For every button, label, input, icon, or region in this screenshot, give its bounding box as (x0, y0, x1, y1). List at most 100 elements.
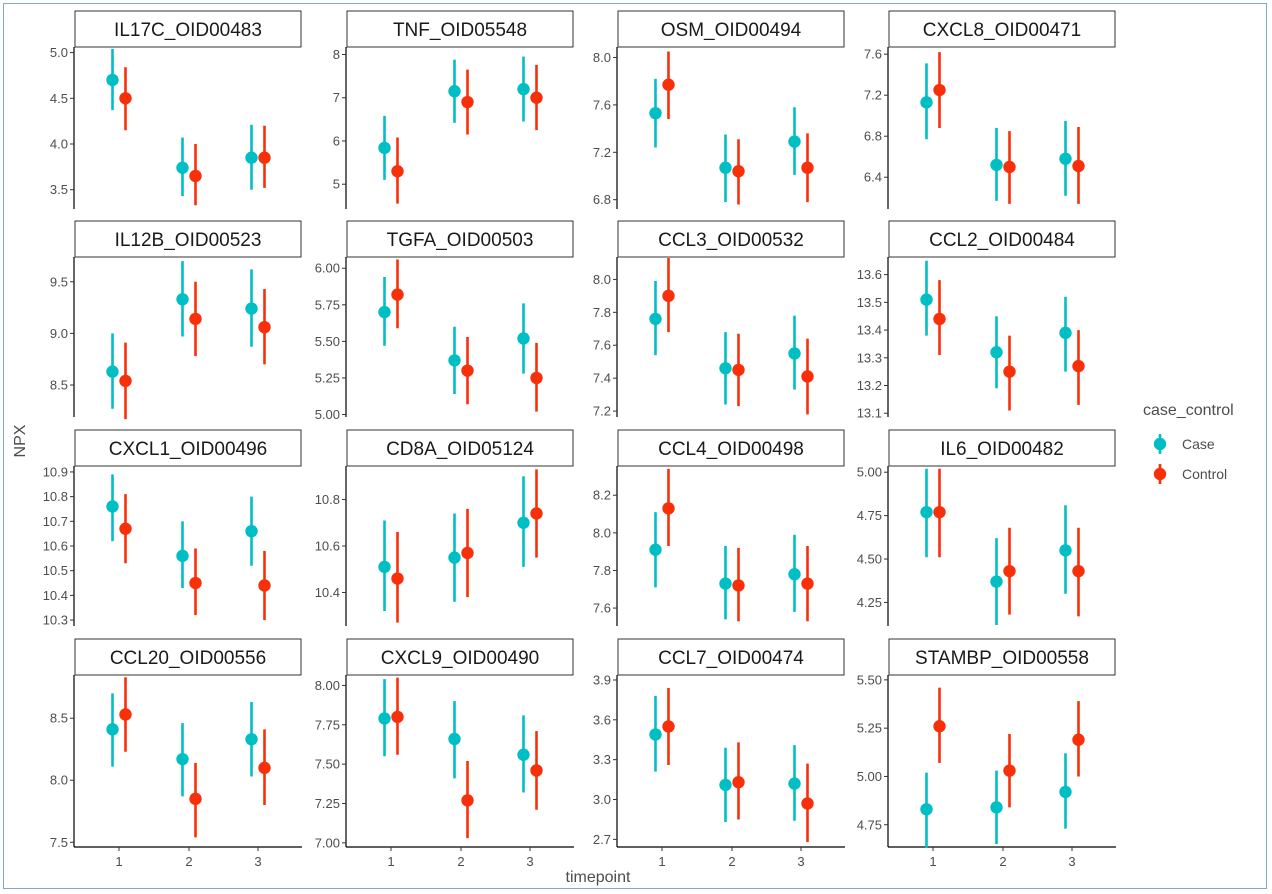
panel-9-case-point (106, 500, 119, 513)
panel-3-case-point (788, 135, 801, 148)
panel-1-control-point (189, 169, 202, 183)
panel-16-ytick-label: 5.00 (857, 769, 882, 784)
panel-10-case-point (517, 516, 530, 529)
panel-1-ytick-label: 4.0 (50, 137, 68, 152)
panel-11-case-point (788, 568, 801, 581)
legend-label-case: Case (1182, 436, 1215, 452)
panel-6-case-point (448, 354, 461, 367)
panel-15-xtick-label: 1 (658, 854, 665, 869)
panel-1-strip-title: IL17C_OID00483 (114, 20, 262, 41)
panel-2-case-point (378, 141, 391, 155)
panel-6-control-point (391, 288, 404, 301)
panel-9-control-point (189, 576, 202, 590)
panel-11-case-point (719, 577, 732, 590)
panel-16-strip (888, 638, 1116, 676)
panel-9-ytick-label: 10.3 (43, 613, 68, 628)
panel-8-control-point (1003, 365, 1016, 378)
panel-2-ytick-label: 6 (333, 133, 340, 148)
panel-10-case-point (448, 551, 461, 564)
panel-3-case-point (649, 106, 662, 120)
panel-15-ytick-label: 3.6 (593, 712, 611, 727)
panel-14-ytick-label: 7.75 (315, 717, 340, 732)
panel-7-ytick-label: 7.4 (593, 371, 611, 386)
panel-1-ytick-label: 3.5 (50, 182, 68, 197)
panel-11-case-point (649, 543, 662, 556)
panel-4-ytick-label: 6.4 (864, 170, 882, 185)
panel-7-ytick-label: 7.2 (593, 404, 611, 419)
panel-7-case-point (649, 312, 662, 326)
panel-9-ytick-label: 10.8 (43, 489, 68, 504)
panel-6-ytick-label: 5.50 (315, 334, 340, 349)
panel-4-case-point (990, 158, 1003, 172)
panel-3-control-point (732, 165, 745, 178)
panel-8-case-point (990, 346, 1003, 359)
panel-2-control-point (461, 95, 474, 109)
panel-10-ytick-label: 10.4 (315, 585, 340, 600)
panel-6-case-point (517, 332, 530, 345)
panel-14-strip-title: CXCL9_OID00490 (381, 648, 539, 669)
panel-11-ytick-label: 8.2 (593, 488, 611, 503)
panel-10-control-point (391, 572, 404, 585)
panel-12-ytick-label: 4.50 (857, 552, 882, 567)
x-axis-title: timepoint (566, 869, 631, 886)
panel-7-control-point (732, 363, 745, 377)
panel-9-case-point (245, 524, 258, 538)
panel-16-ytick-label: 4.75 (857, 817, 882, 832)
panel-6-ytick-label: 5.75 (315, 297, 340, 312)
panel-3-ytick-label: 7.6 (593, 97, 611, 112)
panel-9-control-point (119, 522, 132, 535)
panel-11-control-point (662, 502, 675, 515)
panel-14-control-point (530, 764, 543, 777)
panel-13-ytick-label: 8.0 (50, 773, 68, 788)
panel-5-case-point (245, 302, 258, 315)
panel-2-ytick-label: 7 (333, 90, 340, 105)
panel-4-ytick-label: 6.8 (864, 129, 882, 144)
panel-16-case-point (990, 801, 1003, 814)
panel-10-control-point (461, 546, 474, 560)
panel-8-control-point (1072, 359, 1085, 373)
panel-3-strip-title: OSM_OID00494 (661, 20, 802, 41)
panel-4-strip (888, 10, 1116, 48)
panel-6-ytick-label: 5.00 (315, 407, 340, 422)
panel-16-xtick-label: 1 (929, 854, 936, 869)
panel-4-control-point (1072, 159, 1085, 173)
panel-4-control-point (933, 83, 946, 97)
panel-9-strip (74, 429, 302, 467)
panel-14-control-point (461, 794, 474, 807)
panel-4-case-point (1059, 152, 1072, 165)
panel-14-xtick-label: 3 (526, 854, 533, 869)
panel-5-ytick-label: 8.5 (50, 378, 68, 393)
panel-5-ytick-label: 9.0 (50, 326, 68, 341)
panel-13-control-point (119, 708, 132, 721)
panel-15-xtick-label: 2 (728, 854, 735, 869)
legend-label-control: Control (1182, 466, 1227, 482)
panel-15-xtick-label: 3 (797, 854, 804, 869)
panel-16-xtick-label: 3 (1068, 854, 1075, 869)
faceted-point-range-chart: IL17C_OID00483 3.5 4.0 4.5 5.0 TNF_OID05548 5 6… (12, 10, 1234, 886)
panel-1-control-point (119, 92, 132, 105)
panel-16-control-point (933, 720, 946, 733)
panel-9-ytick-label: 10.4 (43, 588, 68, 603)
panel-4-control-point (1003, 160, 1016, 174)
panel-6-ytick-label: 6.00 (315, 261, 340, 276)
panel-11-ytick-label: 7.8 (593, 563, 611, 578)
panel-13-ytick-label: 7.5 (50, 835, 68, 850)
panel-8-strip-title: CCL2_OID00484 (929, 230, 1075, 251)
panel-4-ytick-label: 7.6 (864, 47, 882, 62)
panel-5-control-point (189, 312, 202, 326)
panel-14-xtick-label: 2 (457, 854, 464, 869)
panel-11-strip (617, 429, 845, 467)
panel-10-case-point (378, 560, 391, 574)
panel-12-strip (888, 429, 1116, 467)
panel-6-strip-title: TGFA_OID00503 (387, 230, 534, 251)
panel-12-ytick-label: 4.75 (857, 508, 882, 523)
panel-8-ytick-label: 13.1 (857, 406, 882, 421)
panel-13-case-point (106, 723, 119, 736)
panel-5-ytick-label: 9.5 (50, 274, 68, 289)
panel-3-ytick-label: 8.0 (593, 50, 611, 65)
panel-3-control-point (662, 78, 675, 91)
panel-9-control-point (258, 579, 271, 592)
panel-13-ytick-label: 8.5 (50, 711, 68, 726)
panel-15-case-point (719, 778, 732, 792)
panel-9-strip-title: CXCL1_OID00496 (109, 439, 267, 460)
